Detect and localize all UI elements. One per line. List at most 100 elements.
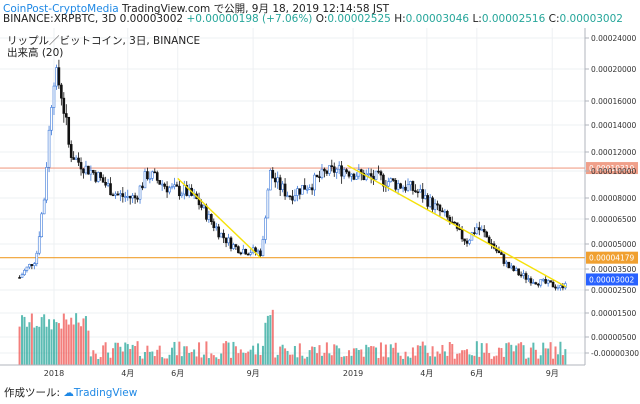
volume-bar — [421, 341, 424, 365]
candle-body — [507, 261, 511, 269]
header-quote-line: BINANCE:XRPBTC, 3D 0.00003002 +0.0000019… — [3, 13, 623, 25]
tradingview-logo-icon[interactable]: ☁ — [63, 387, 74, 399]
volume-bar — [446, 355, 449, 365]
candle-body — [77, 157, 80, 163]
candle-body — [37, 236, 41, 254]
volume-bar — [136, 341, 139, 365]
volume-bar — [561, 355, 564, 365]
candle-body — [200, 204, 203, 208]
volume-bar — [517, 343, 520, 365]
candle-body — [141, 185, 144, 189]
volume-bar — [343, 356, 346, 365]
volume-bar — [547, 348, 550, 365]
candle-body — [119, 193, 122, 196]
candle-body — [310, 187, 314, 191]
candle-body — [281, 183, 284, 190]
candle-body — [62, 97, 66, 114]
price-chart[interactable]: 0.00010310 0.00004179 0.00003002 0.0002400… — [0, 28, 640, 383]
volume-bar — [360, 349, 363, 365]
candle-body — [25, 266, 29, 271]
candle-body — [160, 183, 164, 186]
volume-bar — [215, 357, 218, 365]
volume-bar — [397, 352, 400, 365]
candle-body — [342, 169, 346, 177]
time-tick-label: 6月 — [470, 369, 483, 378]
volume-bar — [178, 341, 181, 365]
candle-body — [50, 107, 53, 131]
candle-body — [446, 211, 449, 218]
candle-body — [30, 264, 34, 266]
close-value: 0.00003002 — [559, 13, 623, 25]
volume-bar — [352, 348, 355, 365]
price-tick-label: 0.00002500 — [591, 286, 637, 295]
brand-link[interactable]: CoinPost-CryptoMedia — [3, 3, 119, 15]
low-value: 0.00002516 — [481, 13, 546, 25]
candle-body — [399, 183, 402, 189]
volume-bar — [139, 355, 142, 365]
volume-bars — [18, 309, 567, 365]
candle-body — [273, 177, 277, 183]
volume-bar — [244, 353, 247, 365]
volume-bar — [80, 326, 83, 365]
volume-bar — [207, 358, 210, 365]
candle-body — [23, 270, 26, 276]
volume-bar — [161, 357, 164, 365]
volume-bar — [311, 346, 314, 365]
volume-bar — [190, 351, 193, 365]
volume-bar — [247, 351, 250, 365]
volume-bar — [170, 347, 173, 365]
volume-bar — [264, 322, 267, 365]
candle-body — [519, 274, 523, 277]
level-label: 0.00010310 — [589, 164, 635, 173]
volume-bar — [382, 356, 385, 365]
series-legend: リップル／ビットコイン, 3日, BINANCE — [7, 35, 200, 47]
volume-bar — [456, 353, 459, 365]
candle-body — [320, 168, 324, 178]
volume-bar — [429, 356, 432, 365]
candle-body — [72, 157, 75, 160]
volume-bar — [493, 356, 496, 365]
level-label-box — [586, 251, 638, 264]
volume-bar — [370, 346, 373, 365]
volume-bar — [286, 350, 289, 365]
volume-bar — [276, 354, 279, 365]
volume-bar — [522, 345, 525, 365]
volume-bar — [451, 344, 454, 365]
candle-body — [433, 203, 437, 210]
volume-bar — [306, 356, 309, 365]
candle-body — [330, 165, 334, 168]
volume-bar — [239, 349, 242, 365]
candle-body — [104, 182, 107, 186]
candle-body — [512, 265, 516, 271]
candle-body — [546, 280, 550, 284]
candle-body — [57, 67, 61, 86]
volume-bar — [525, 358, 528, 365]
volume-bar — [38, 326, 41, 365]
candle-body — [42, 199, 46, 215]
volume-bar — [257, 343, 260, 365]
price-tick-label: 0.00020000 — [591, 65, 637, 74]
volume-bar — [107, 352, 110, 365]
candle-body — [219, 232, 223, 238]
volume-bar — [153, 356, 156, 365]
volume-legend: 出来高 (20) — [7, 46, 63, 59]
candle-body — [92, 169, 95, 173]
candle-body — [350, 173, 353, 177]
footer-prefix: 作成ツール: — [4, 387, 61, 399]
candle-body — [153, 171, 157, 174]
volume-bar — [443, 351, 446, 365]
volume-bar — [84, 316, 87, 365]
candle-body — [131, 195, 134, 199]
candle-body — [20, 274, 24, 278]
candle-body — [148, 178, 152, 180]
candle-body — [229, 237, 233, 249]
candle-body — [227, 237, 230, 244]
candle-body — [374, 170, 378, 180]
volume-bar — [485, 343, 488, 365]
tradingview-link[interactable]: TradingView — [73, 387, 138, 399]
volume-bar — [43, 314, 46, 365]
volume-bar — [512, 351, 515, 365]
candle-body — [99, 172, 102, 178]
volume-bar — [67, 324, 70, 365]
volume-bar — [515, 345, 518, 365]
